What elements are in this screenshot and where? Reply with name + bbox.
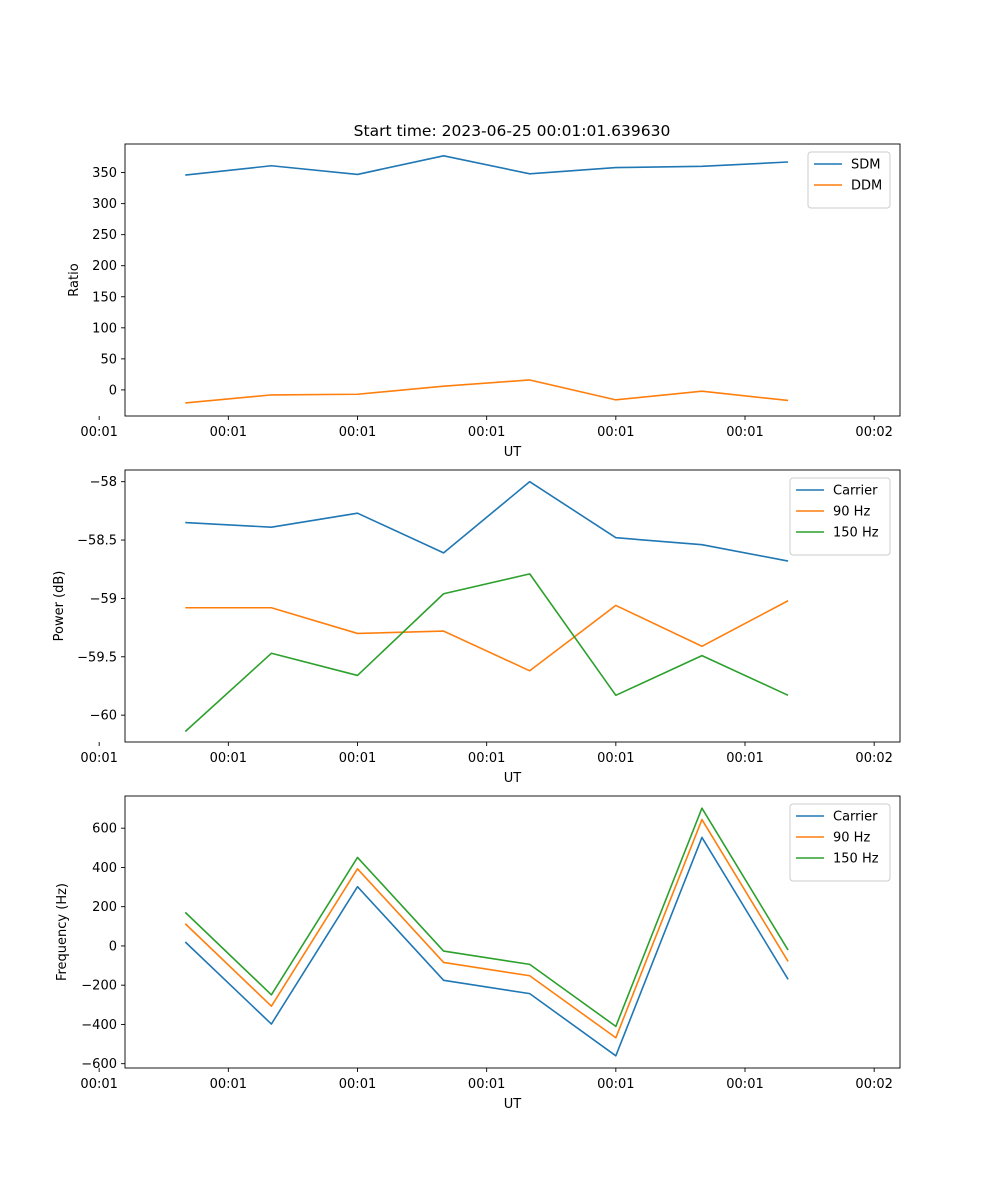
- legend-box: [807, 151, 891, 209]
- x-tick-label: 00:01: [468, 425, 505, 440]
- x-tick-label: 00:01: [468, 1077, 505, 1092]
- y-tick-label: 250: [92, 228, 117, 243]
- y-tick-label: 0: [109, 383, 117, 398]
- y-tick-label: 300: [92, 197, 117, 212]
- y-tick-label: −60: [90, 709, 117, 724]
- x-tick-label: 00:01: [339, 1077, 376, 1092]
- legend-label: 90 Hz: [833, 505, 870, 520]
- series-line-1: [185, 480, 789, 562]
- chart-panels: 00:01 00:01 00:01 00:01 00:01 00:01 00:02 0 50 10…: [52, 143, 901, 1112]
- y-axis-label: Frequency (Hz): [55, 883, 70, 981]
- x-tick-label: 00:01: [210, 751, 247, 766]
- figure-title: Start time: 2023-06-25 00:01:01.639630: [354, 122, 671, 140]
- y-tick-label: 350: [92, 166, 117, 181]
- y-tick-label: 600: [92, 822, 117, 837]
- x-tick-label: 00:02: [855, 751, 892, 766]
- x-tick-label: 00:01: [597, 425, 634, 440]
- series-line-3: [184, 573, 789, 733]
- y-axis-label: Power (dB): [52, 571, 67, 642]
- x-tick-label: 00:01: [210, 1077, 247, 1092]
- series-line-2: [185, 600, 789, 672]
- x-axis-label: UT: [504, 445, 522, 460]
- y-tick-label: −200: [81, 979, 117, 994]
- x-tick-label: 00:01: [726, 425, 763, 440]
- x-tick-label: 00:01: [597, 751, 634, 766]
- x-tick-label: 00:02: [855, 1077, 892, 1092]
- y-tick-label: −58: [90, 475, 117, 490]
- legend-label: 150 Hz: [833, 852, 879, 867]
- axes-frame: [124, 795, 901, 1069]
- y-tick-label: 400: [92, 861, 117, 876]
- series-line-1: [184, 836, 789, 1057]
- y-axis-label: Ratio: [67, 263, 82, 296]
- chart-panel-1: 00:01 00:01 00:01 00:01 00:01 00:01 00:02 0 50 10…: [67, 143, 901, 460]
- legend-label: 150 Hz: [833, 526, 879, 541]
- x-tick-label: 00:01: [726, 1077, 763, 1092]
- x-axis-label: UT: [504, 1097, 522, 1112]
- y-tick-label: −400: [81, 1018, 117, 1033]
- legend-label: SDM: [851, 158, 880, 173]
- x-tick-label: 00:01: [726, 751, 763, 766]
- y-tick-label: −600: [81, 1057, 117, 1072]
- y-tick-label: 100: [92, 321, 117, 336]
- x-tick-label: 00:01: [80, 751, 117, 766]
- legend-label: DDM: [851, 179, 882, 194]
- y-tick-label: 0: [109, 939, 117, 954]
- y-tick-label: −59: [90, 592, 117, 607]
- x-tick-label: 00:01: [80, 1077, 117, 1092]
- legend: Carrier 90 Hz 150 Hz: [789, 477, 891, 556]
- y-tick-label: 200: [92, 259, 117, 274]
- chart-panel-2: 00:01 00:01 00:01 00:01 00:01 00:01 00:02 −60 −5…: [52, 469, 901, 786]
- series-line-2: [185, 379, 789, 404]
- axes-frame: [124, 143, 901, 417]
- legend-label: 90 Hz: [833, 831, 870, 846]
- legend: Carrier 90 Hz 150 Hz: [789, 803, 891, 882]
- legend-label: Carrier: [833, 484, 878, 499]
- chart-panel-3: 00:01 00:01 00:01 00:01 00:01 00:01 00:02 −600 −…: [55, 795, 901, 1112]
- legend-box: [789, 803, 891, 882]
- legend-label: Carrier: [833, 810, 878, 825]
- x-axis-label: UT: [504, 771, 522, 786]
- series-line-2: [184, 818, 789, 1039]
- x-tick-label: 00:02: [855, 425, 892, 440]
- series-line-3: [184, 807, 789, 1028]
- y-tick-label: 150: [92, 290, 117, 305]
- x-tick-label: 00:01: [339, 425, 376, 440]
- x-tick-label: 00:01: [339, 751, 376, 766]
- x-tick-label: 00:01: [210, 425, 247, 440]
- y-tick-label: 50: [100, 352, 117, 367]
- legend: SDM DDM: [807, 151, 891, 209]
- y-tick-label: 200: [92, 900, 117, 915]
- legend-box: [789, 477, 891, 556]
- x-tick-label: 00:01: [597, 1077, 634, 1092]
- x-tick-label: 00:01: [468, 751, 505, 766]
- y-tick-label: −58.5: [77, 534, 117, 549]
- x-tick-label: 00:01: [80, 425, 117, 440]
- y-tick-label: −59.5: [77, 650, 117, 665]
- axes-frame: [124, 469, 901, 743]
- series-line-1: [185, 155, 789, 176]
